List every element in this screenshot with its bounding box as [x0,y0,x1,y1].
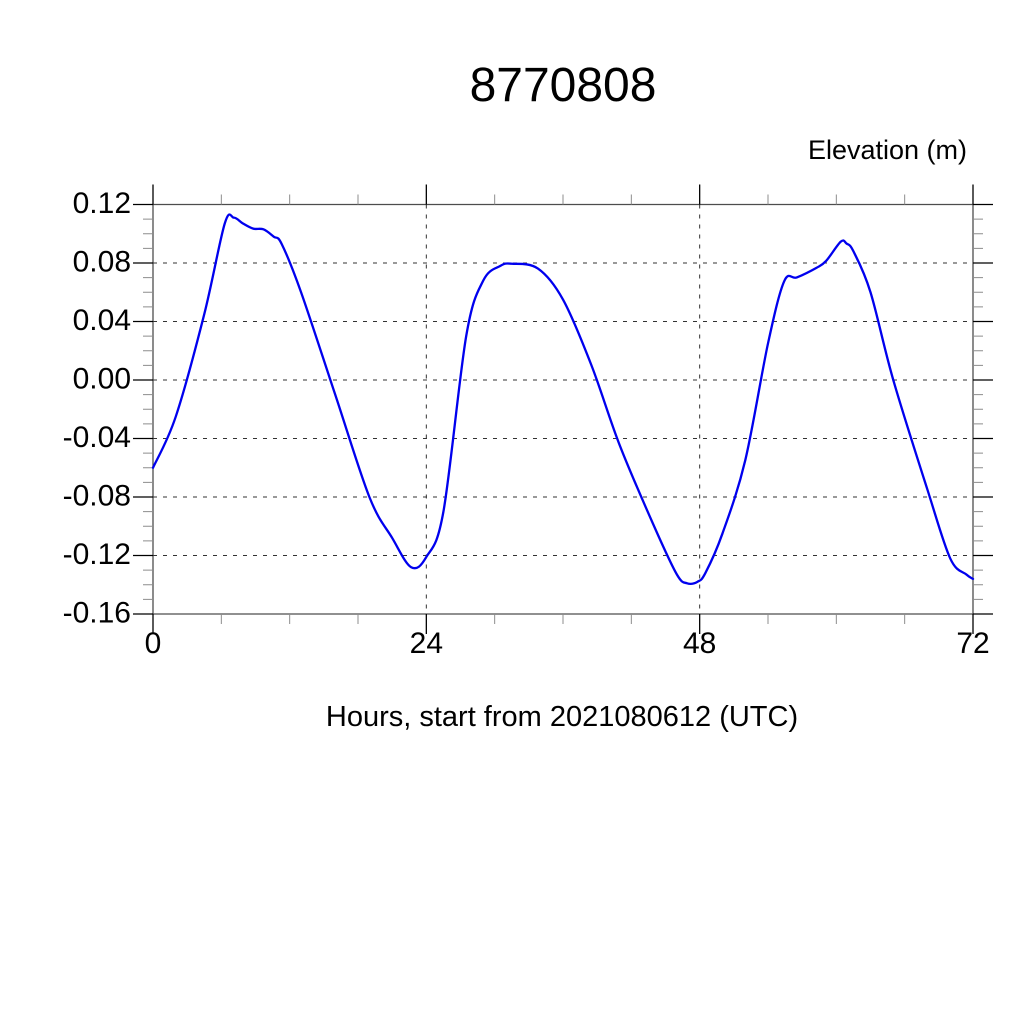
svg-text:0.12: 0.12 [73,187,131,220]
svg-text:-0.12: -0.12 [63,538,131,571]
svg-text:0.08: 0.08 [73,246,131,279]
svg-text:0.00: 0.00 [73,363,131,396]
svg-text:Elevation (m): Elevation (m) [808,135,967,165]
svg-text:24: 24 [410,627,443,660]
svg-text:-0.16: -0.16 [63,597,131,630]
svg-text:-0.04: -0.04 [63,421,131,454]
svg-text:48: 48 [683,627,716,660]
svg-text:Hours, start from 2021080612 (: Hours, start from 2021080612 (UTC) [326,701,798,733]
svg-text:8770808: 8770808 [470,59,657,112]
svg-text:0.04: 0.04 [73,304,131,337]
svg-text:-0.08: -0.08 [63,480,131,513]
svg-text:0: 0 [145,627,162,660]
svg-text:72: 72 [956,627,989,660]
